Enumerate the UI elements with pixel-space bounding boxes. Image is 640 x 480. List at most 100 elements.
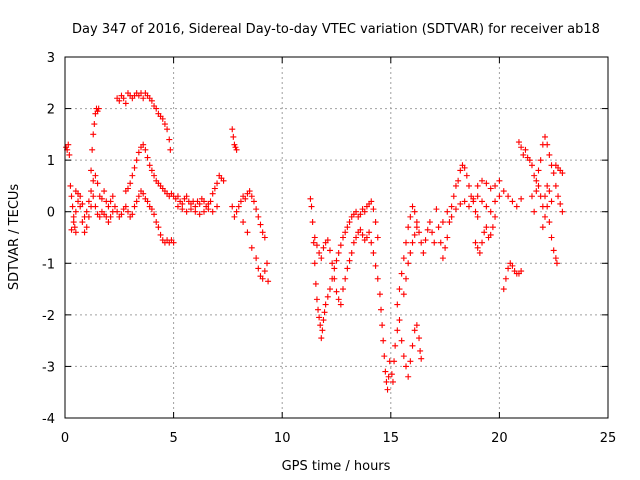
data-point [502,275,509,282]
data-point [461,198,468,205]
data-point [348,249,355,256]
data-point [550,247,557,254]
data-point [411,231,418,238]
data-point [405,260,412,267]
data-point [394,327,401,334]
data-point [505,193,512,200]
data-point [452,182,459,189]
data-point [81,229,88,236]
data-point [492,198,499,205]
data-point [476,249,483,256]
data-point [229,126,236,133]
data-point [313,242,320,249]
data-point [70,219,77,226]
data-point [183,193,190,200]
data-point [214,203,221,210]
data-point [384,386,391,393]
data-point [85,213,92,220]
data-point [72,208,79,215]
data-point [366,229,373,236]
data-point [307,195,314,202]
data-point [526,157,533,164]
data-point [407,358,414,365]
data-point [91,121,98,128]
data-point [535,167,542,174]
data-point [124,185,131,192]
data-point [542,193,549,200]
data-point [107,213,114,220]
data-point [320,317,327,324]
data-point [552,182,559,189]
y-tick-label: 2 [47,103,55,118]
data-point [492,182,499,189]
data-point [407,249,414,256]
data-point [418,355,425,362]
data-point [310,239,317,246]
data-point [342,275,349,282]
data-point [232,144,239,151]
data-point [207,198,214,205]
data-point [69,203,76,210]
data-point [170,239,177,246]
data-point [98,195,105,202]
data-point [230,133,237,140]
data-point [383,378,390,385]
data-point [187,206,194,213]
data-point [509,198,516,205]
data-point [105,219,112,226]
data-point [201,208,208,215]
data-point [79,219,86,226]
data-point [131,164,138,171]
data-point [248,193,255,200]
data-point [483,224,490,231]
data-point [396,317,403,324]
data-point [179,200,186,207]
data-point [344,224,351,231]
data-point [539,224,546,231]
data-point [153,105,160,112]
data-point [552,255,559,262]
data-point [255,265,262,272]
data-point [133,198,140,205]
data-point [479,177,486,184]
data-point [335,296,342,303]
y-tick-label: 1 [47,154,55,169]
data-point [340,234,347,241]
data-point [553,260,560,267]
data-point [420,249,427,256]
data-point [463,172,470,179]
data-point [129,172,136,179]
data-point [192,203,199,210]
data-point [333,288,340,295]
data-point [111,203,118,210]
data-point [83,208,90,215]
data-point [391,358,398,365]
data-point [183,208,190,215]
data-point [379,322,386,329]
data-point [164,126,171,133]
data-point [559,170,566,177]
data-point [257,221,264,228]
data-point [167,146,174,153]
data-point [413,322,420,329]
data-point [65,141,72,148]
data-point [88,188,95,195]
data-point [148,97,155,104]
data-point [409,203,416,210]
data-point [546,188,553,195]
data-point [353,234,360,241]
data-point [546,151,553,158]
data-point [85,198,92,205]
data-point [340,286,347,293]
data-point [389,378,396,385]
data-point [331,275,338,282]
data-point [417,347,424,354]
data-point [559,208,566,215]
data-point [374,275,381,282]
data-point [437,239,444,246]
data-point [72,229,79,236]
data-point [372,262,379,269]
data-point [444,234,451,241]
data-point [465,182,472,189]
data-point [321,309,328,316]
